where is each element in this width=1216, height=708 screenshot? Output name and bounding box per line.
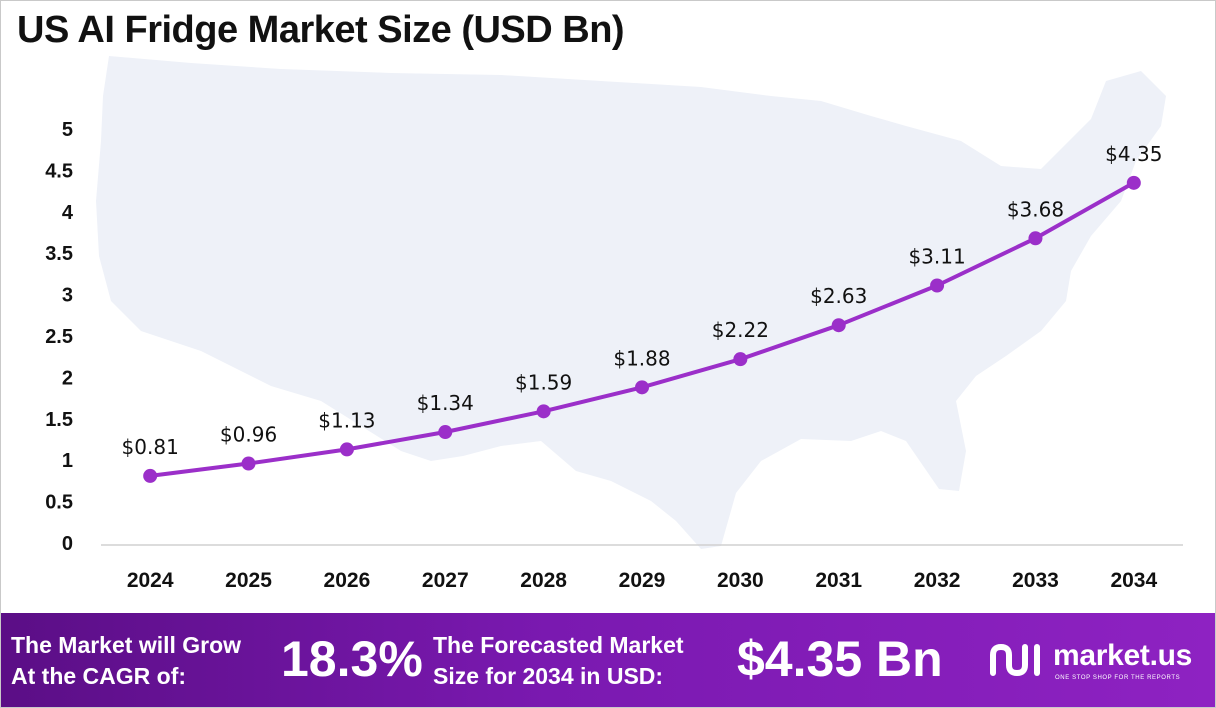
cagr-label-line2: At the CAGR of: (11, 663, 187, 689)
data-point-marker (733, 352, 748, 367)
data-point-marker (1028, 231, 1043, 246)
data-label: $1.34 (417, 391, 474, 415)
x-tick-label: 2026 (324, 569, 371, 592)
data-point-marker (339, 442, 354, 457)
data-point-marker (831, 318, 846, 333)
footer-banner: The Market will Grow At the CAGR of: 18.… (1, 613, 1215, 707)
x-tick-label: 2030 (717, 569, 764, 592)
data-label: $2.22 (712, 318, 769, 342)
cagr-label-line1: The Market will Grow (11, 632, 242, 658)
data-label: $1.88 (613, 346, 670, 370)
x-tick-label: 2032 (914, 569, 961, 592)
data-point-marker (143, 468, 158, 483)
x-tick-label: 2033 (1012, 569, 1059, 592)
data-point-marker (930, 278, 945, 293)
y-tick-label: 4 (62, 202, 74, 224)
x-tick-label: 2031 (815, 569, 862, 592)
x-tick-label: 2028 (520, 569, 567, 592)
market-us-logo-icon (990, 643, 1040, 677)
y-tick-label: 1.5 (45, 409, 73, 431)
chart-title: US AI Fridge Market Size (USD Bn) (17, 9, 625, 51)
forecast-value: $4.35 Bn (737, 631, 943, 687)
y-tick-label: 3.5 (45, 243, 73, 265)
y-tick-label: 5 (62, 119, 73, 141)
y-tick-label: 1 (62, 450, 73, 472)
y-tick-label: 3 (62, 285, 73, 307)
x-axis-ticks: 2024 2025 2026 2027 2028 2029 2030 2031 2032 2033… (127, 569, 1158, 592)
data-label: $1.59 (515, 370, 572, 394)
y-tick-label: 0.5 (45, 492, 73, 514)
data-label: $3.68 (1007, 197, 1064, 221)
data-label: $1.13 (318, 408, 375, 432)
y-tick-label: 2 (62, 367, 73, 389)
data-point-marker (635, 380, 649, 395)
data-point-marker (536, 404, 551, 419)
y-tick-label: 2.5 (45, 326, 73, 348)
cagr-value: 18.3% (281, 631, 423, 687)
data-point-marker (1126, 175, 1141, 190)
data-labels: $0.81 $0.96 $1.13 $1.34 $1.59 $1.88 $2.22 $2.63… (122, 142, 1163, 459)
x-tick-label: 2034 (1110, 569, 1157, 592)
data-markers (143, 175, 1141, 483)
data-point-marker (241, 456, 256, 471)
data-point-marker (438, 425, 453, 440)
us-map-background (96, 56, 1166, 549)
data-label: $0.81 (122, 435, 179, 459)
data-label: $2.63 (810, 284, 867, 308)
x-tick-label: 2024 (127, 569, 174, 592)
x-tick-label: 2029 (619, 569, 666, 592)
chart-svg: 00.511.522.533.544.55 2024 2025 2026 2027 20… (45, 56, 1183, 592)
x-tick-label: 2027 (422, 569, 469, 592)
y-axis-ticks: 0 0.5 1 1.5 2 2.5 3 3.5 4 4.5 5 (45, 119, 74, 555)
data-label: $3.11 (908, 244, 965, 268)
data-label: $0.96 (220, 423, 277, 447)
forecast-label-line1: The Forecasted Market (433, 632, 684, 658)
brand-name: market.us (1053, 639, 1193, 672)
forecast-label-line2: Size for 2034 in USD: (433, 663, 664, 689)
data-label: $4.35 (1105, 142, 1162, 166)
y-tick-label: 0 (62, 533, 73, 555)
x-tick-label: 2025 (225, 569, 272, 592)
brand-tagline: ONE STOP SHOP FOR THE REPORTS (1055, 675, 1181, 681)
y-tick-label: 4.5 (45, 160, 73, 182)
